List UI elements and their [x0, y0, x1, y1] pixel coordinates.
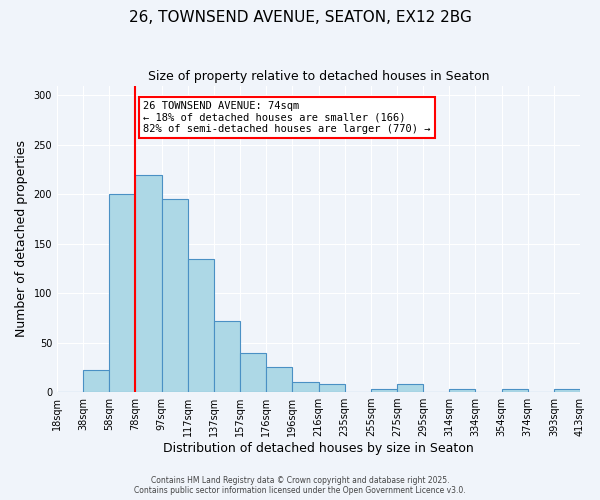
Bar: [161, 200, 188, 392]
Bar: [188, 258, 214, 392]
Text: 26, TOWNSEND AVENUE, SEATON, EX12 2BG: 26, TOWNSEND AVENUE, SEATON, EX12 2BG: [128, 10, 472, 25]
Text: Contains HM Land Registry data © Crown copyright and database right 2025.
Contai: Contains HM Land Registry data © Crown c…: [134, 476, 466, 495]
Bar: [109, 194, 136, 392]
Bar: [83, 370, 109, 392]
Bar: [240, 352, 266, 392]
Bar: [214, 321, 240, 392]
X-axis label: Distribution of detached houses by size in Seaton: Distribution of detached houses by size …: [163, 442, 474, 455]
Bar: [292, 382, 319, 392]
Title: Size of property relative to detached houses in Seaton: Size of property relative to detached ho…: [148, 70, 489, 83]
Bar: [266, 368, 292, 392]
Bar: [397, 384, 423, 392]
Bar: [449, 389, 475, 392]
Bar: [554, 389, 580, 392]
Bar: [371, 389, 397, 392]
Text: 26 TOWNSEND AVENUE: 74sqm
← 18% of detached houses are smaller (166)
82% of semi: 26 TOWNSEND AVENUE: 74sqm ← 18% of detac…: [143, 101, 431, 134]
Bar: [319, 384, 344, 392]
Bar: [502, 389, 528, 392]
Y-axis label: Number of detached properties: Number of detached properties: [15, 140, 28, 338]
Bar: [136, 174, 161, 392]
